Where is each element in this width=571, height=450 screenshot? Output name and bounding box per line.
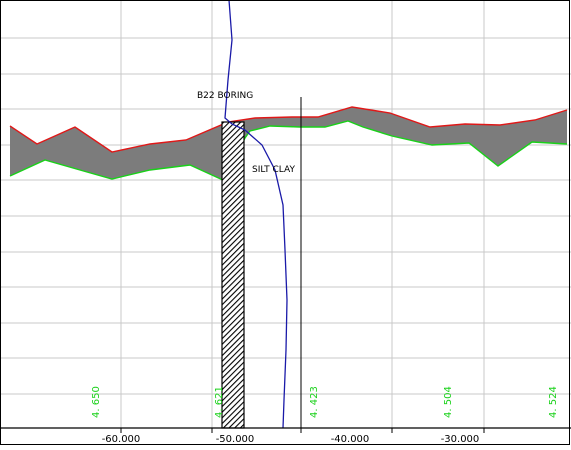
station-value: 4. 524 <box>548 386 559 418</box>
x-tick-label: -40.000 <box>331 434 370 445</box>
station-value: 4. 504 <box>443 386 454 418</box>
x-tick-label: -50.000 <box>216 434 255 445</box>
soil-label: SILT CLAY <box>252 165 295 175</box>
boring-label: B22 BORING <box>197 91 253 101</box>
station-value: 4. 650 <box>91 386 102 418</box>
x-tick-label: -30.000 <box>441 434 480 445</box>
station-value: 4. 621 <box>214 386 225 418</box>
boring-column <box>222 122 244 428</box>
station-value: 4. 423 <box>309 386 320 418</box>
x-tick-label: -60.000 <box>102 434 141 445</box>
